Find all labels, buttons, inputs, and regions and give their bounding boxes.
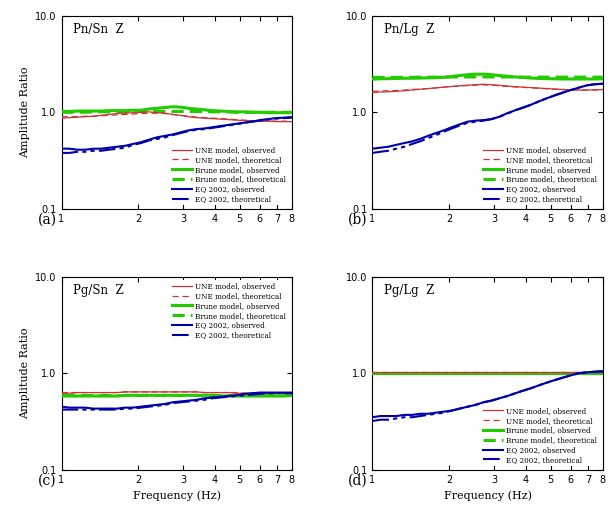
Legend: UNE model, observed, UNE model, theoretical, Brune model, observed, Brune model,: UNE model, observed, UNE model, theoreti… xyxy=(481,405,599,466)
Text: (b): (b) xyxy=(348,213,368,227)
Text: Pn/Lg  Z: Pn/Lg Z xyxy=(384,23,434,37)
Text: Pg/Lg  Z: Pg/Lg Z xyxy=(384,284,434,297)
Legend: UNE model, observed, UNE model, theoretical, Brune model, observed, Brune model,: UNE model, observed, UNE model, theoreti… xyxy=(481,144,599,205)
Legend: UNE model, observed, UNE model, theoretical, Brune model, observed, Brune model,: UNE model, observed, UNE model, theoreti… xyxy=(170,144,288,205)
Legend: UNE model, observed, UNE model, theoretical, Brune model, observed, Brune model,: UNE model, observed, UNE model, theoreti… xyxy=(170,280,288,341)
Text: (a): (a) xyxy=(38,213,57,227)
Text: (d): (d) xyxy=(348,473,368,488)
Text: Pn/Sn  Z: Pn/Sn Z xyxy=(73,23,124,37)
Text: (c): (c) xyxy=(38,473,57,488)
X-axis label: Frequency (Hz): Frequency (Hz) xyxy=(133,490,221,501)
Text: Pg/Sn  Z: Pg/Sn Z xyxy=(73,284,124,297)
Y-axis label: Amplitude Ratio: Amplitude Ratio xyxy=(20,66,30,158)
Y-axis label: Amplitude Ratio: Amplitude Ratio xyxy=(20,327,30,419)
X-axis label: Frequency (Hz): Frequency (Hz) xyxy=(443,490,531,501)
